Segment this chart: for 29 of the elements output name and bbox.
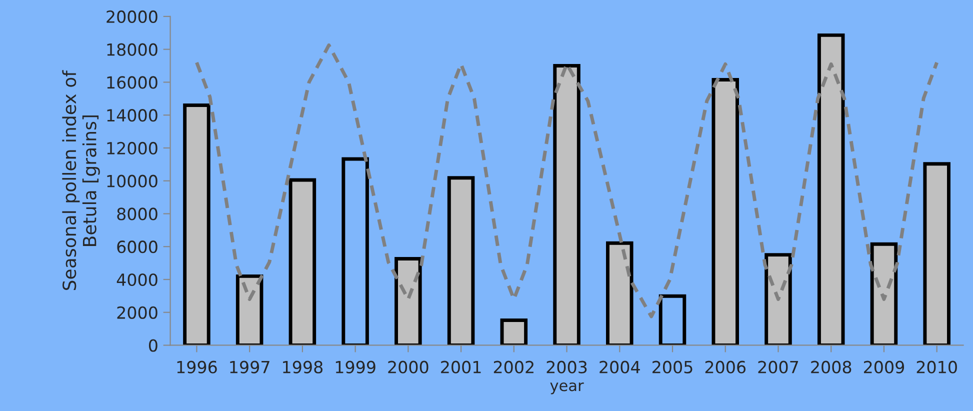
x-tick-label: 1997 xyxy=(230,360,270,374)
y-tick-label: 6000 xyxy=(117,240,158,254)
y-tick-label: 12000 xyxy=(107,142,158,155)
x-axis-title: year xyxy=(550,382,584,394)
y-tick-label: 14000 xyxy=(107,109,158,122)
y-tick-label: 20000 xyxy=(106,10,158,24)
y-axis-title: Seasonal pollen index of Betula [grains] xyxy=(62,70,100,290)
x-tick-label: 2010 xyxy=(916,360,957,374)
x-tick-label: 2009 xyxy=(864,360,904,374)
x-tick-label: 2000 xyxy=(388,360,428,374)
x-tick-label: 1998 xyxy=(283,360,323,374)
y-tick-label: 2000 xyxy=(117,306,158,319)
x-tick-label: 2007 xyxy=(758,360,798,374)
x-tick-label: 2005 xyxy=(652,360,692,374)
x-tick-label: 2004 xyxy=(600,360,640,374)
x-tick-label: 2001 xyxy=(441,360,481,374)
line-series xyxy=(194,43,939,318)
x-tick-label: 1999 xyxy=(336,360,376,374)
y-tick-label: 8000 xyxy=(117,208,158,220)
x-tick-label: 1996 xyxy=(177,360,217,374)
x-tick-label: 2003 xyxy=(546,360,587,374)
y-tick-label: 16000 xyxy=(107,76,158,89)
y-tick-label: 18000 xyxy=(107,43,158,56)
x-tick-label: 2008 xyxy=(811,360,852,374)
y-tick-label: 4000 xyxy=(116,273,158,286)
x-tick-label: 2006 xyxy=(705,360,746,374)
y-tick-label: 10000 xyxy=(107,174,158,188)
x-tick-label: 2002 xyxy=(494,360,534,374)
y-tick-label: 0 xyxy=(148,339,158,352)
